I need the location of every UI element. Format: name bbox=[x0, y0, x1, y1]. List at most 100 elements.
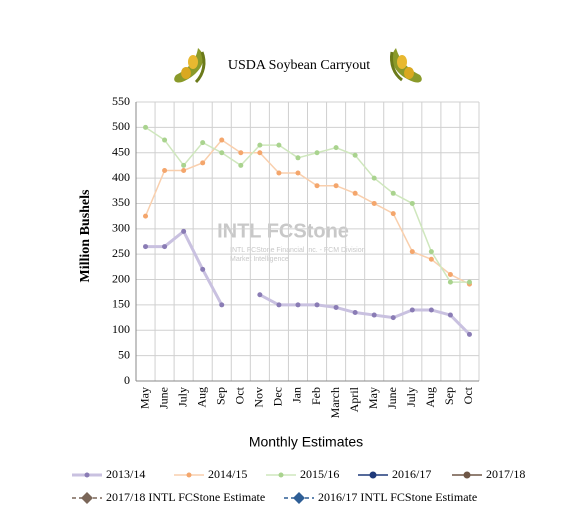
data-point bbox=[447, 279, 453, 285]
data-point bbox=[143, 244, 149, 250]
legend-marker bbox=[463, 471, 471, 479]
data-point bbox=[143, 124, 149, 130]
y-tick-label: 400 bbox=[112, 170, 130, 184]
x-tick-label: June bbox=[156, 387, 170, 409]
y-tick-label: 450 bbox=[112, 144, 130, 158]
legend-label: 2014/15 bbox=[208, 467, 247, 481]
data-point bbox=[428, 256, 434, 262]
x-tick-label: May bbox=[137, 387, 151, 409]
y-tick-label: 200 bbox=[112, 271, 130, 285]
x-tick-label: Nov bbox=[252, 387, 266, 408]
data-point bbox=[352, 190, 358, 196]
data-point bbox=[162, 244, 168, 250]
legend-label: 2017/18 bbox=[486, 467, 525, 481]
x-tick-label: Oct bbox=[461, 386, 475, 404]
data-point bbox=[295, 155, 301, 161]
x-tick-label: Sep bbox=[214, 387, 228, 405]
x-tick-label: March bbox=[328, 387, 342, 418]
data-point bbox=[409, 249, 415, 255]
x-tick-label: June bbox=[385, 387, 399, 409]
y-tick-label: 150 bbox=[112, 297, 130, 311]
data-point bbox=[276, 170, 282, 176]
data-point bbox=[162, 137, 168, 143]
data-point bbox=[352, 152, 358, 158]
y-tick-label: 250 bbox=[112, 246, 130, 260]
data-point bbox=[295, 170, 301, 176]
watermark-sub: INTL FCStone Financial Inc. - FCM Divisi… bbox=[230, 247, 366, 254]
data-point bbox=[162, 167, 168, 173]
x-tick-label: Dec bbox=[271, 387, 285, 406]
data-point bbox=[257, 150, 263, 156]
legend-marker bbox=[278, 472, 284, 478]
data-point bbox=[390, 211, 396, 217]
soybean-icon-left bbox=[174, 48, 206, 84]
x-tick-label: July bbox=[404, 387, 418, 407]
data-point bbox=[143, 213, 149, 219]
data-point bbox=[219, 137, 225, 143]
data-point bbox=[371, 175, 377, 181]
chart-title: USDA Soybean Carryout bbox=[228, 58, 370, 73]
x-tick-label: Oct bbox=[233, 386, 247, 404]
y-tick-label: 350 bbox=[112, 195, 130, 209]
y-tick-label: 50 bbox=[118, 347, 130, 361]
series-line bbox=[145, 126, 470, 283]
data-point bbox=[409, 200, 415, 206]
y-tick-label: 500 bbox=[112, 119, 130, 133]
series-line bbox=[144, 139, 470, 285]
x-tick-label: Aug bbox=[423, 387, 437, 408]
soybean-icon-right bbox=[390, 48, 422, 83]
y-tick-label: 550 bbox=[112, 94, 130, 108]
data-point bbox=[200, 266, 206, 272]
data-point bbox=[181, 228, 187, 234]
x-tick-label: Aug bbox=[194, 387, 208, 408]
data-point bbox=[200, 140, 206, 146]
x-tick-label: July bbox=[175, 387, 189, 407]
data-point bbox=[200, 160, 206, 166]
data-point bbox=[314, 183, 320, 189]
legend-marker bbox=[293, 492, 305, 504]
data-point bbox=[466, 279, 472, 285]
x-tick-label: May bbox=[366, 387, 380, 409]
x-tick-label: Sep bbox=[442, 387, 456, 405]
data-point bbox=[352, 310, 358, 316]
data-point bbox=[390, 315, 396, 321]
x-tick-label: Jan bbox=[290, 387, 304, 403]
legend-marker bbox=[186, 472, 192, 478]
data-point bbox=[219, 150, 225, 156]
data-point bbox=[333, 145, 339, 151]
legend-label: 2016/17 INTL FCStone Estimate bbox=[318, 490, 477, 504]
legend-marker bbox=[369, 471, 377, 479]
data-point bbox=[276, 302, 282, 308]
data-point bbox=[447, 271, 453, 277]
data-point bbox=[371, 200, 377, 206]
x-tick-label: April bbox=[347, 386, 361, 412]
watermark-sub: Market Intelligence bbox=[230, 256, 289, 263]
data-point bbox=[314, 150, 320, 156]
data-point bbox=[333, 183, 339, 189]
y-tick-label: 300 bbox=[112, 221, 130, 235]
legend-marker bbox=[84, 472, 90, 478]
data-point bbox=[428, 249, 434, 255]
data-point bbox=[295, 302, 301, 308]
data-point bbox=[257, 292, 263, 298]
data-point bbox=[390, 190, 396, 196]
data-point bbox=[219, 302, 225, 308]
y-tick-label: 0 bbox=[124, 373, 130, 387]
legend-label: 2013/14 bbox=[106, 467, 145, 481]
legend-marker bbox=[81, 492, 93, 504]
data-point bbox=[238, 162, 244, 168]
legend-label: 2016/17 bbox=[392, 467, 431, 481]
data-point bbox=[466, 331, 472, 337]
data-point bbox=[238, 150, 244, 156]
data-point bbox=[314, 302, 320, 308]
data-point bbox=[276, 142, 282, 148]
data-point bbox=[409, 307, 415, 313]
data-point bbox=[181, 167, 187, 173]
x-tick-label: Feb bbox=[309, 387, 323, 405]
legend-label: 2017/18 INTL FCStone Estimate bbox=[106, 490, 265, 504]
y-axis-title: Million Bushels bbox=[78, 189, 93, 283]
legend-label: 2015/16 bbox=[300, 467, 339, 481]
x-axis-title: Monthly Estimates bbox=[249, 434, 363, 450]
watermark: INTL FCStone bbox=[217, 220, 349, 242]
